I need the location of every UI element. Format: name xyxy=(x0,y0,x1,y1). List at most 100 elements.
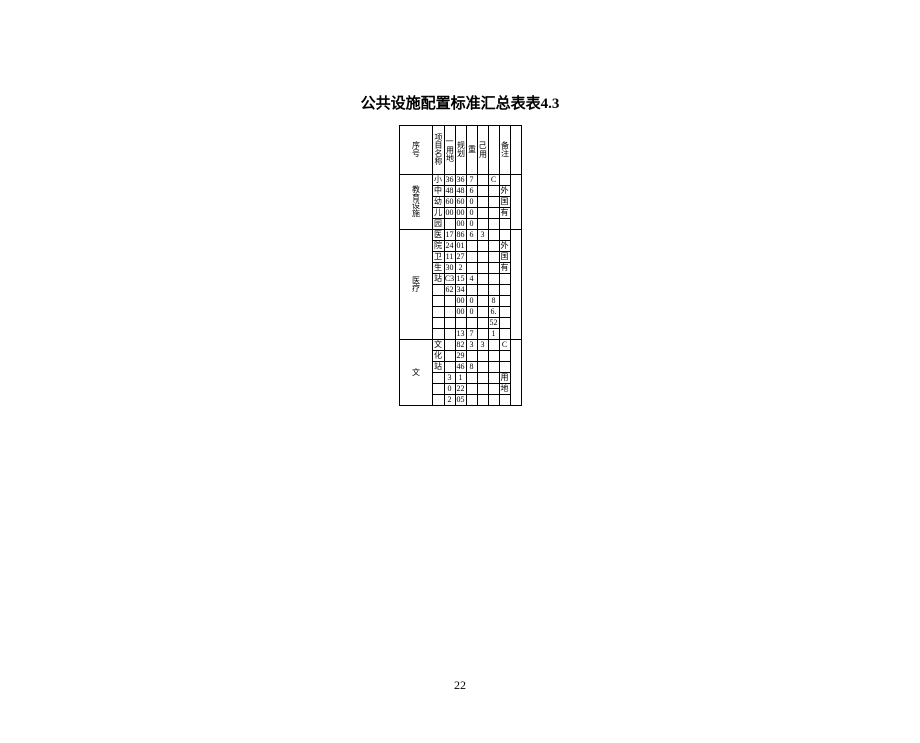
cell: 医 xyxy=(432,230,444,241)
cell: 卫 xyxy=(432,252,444,263)
cell xyxy=(477,219,488,230)
cell xyxy=(499,351,510,362)
cell xyxy=(477,186,488,197)
cell xyxy=(477,362,488,373)
cell: 国 xyxy=(499,197,510,208)
cell xyxy=(488,395,499,406)
cell: 00 xyxy=(455,307,466,318)
cell: 中 xyxy=(432,186,444,197)
cell: 8 xyxy=(488,296,499,307)
cell: 站 xyxy=(432,274,444,285)
cell: 3 xyxy=(466,340,477,351)
cell: 6 xyxy=(466,230,477,241)
header-c5: 重 xyxy=(466,126,477,175)
cell xyxy=(477,197,488,208)
cell xyxy=(488,186,499,197)
cell xyxy=(499,175,510,186)
cell xyxy=(477,307,488,318)
cell xyxy=(432,329,444,340)
cell: 86 xyxy=(455,230,466,241)
cell: 3 xyxy=(477,340,488,351)
table-row: 医疗 医 17 86 6 3 xyxy=(399,230,521,241)
cell: 00 xyxy=(455,208,466,219)
summary-table: 序号 项目名称 一用地 规划 重 己用 备注 教育设施 小 36 36 7 C … xyxy=(399,125,522,406)
cell: 15 xyxy=(455,274,466,285)
cell: 2 xyxy=(444,395,455,406)
cell xyxy=(444,307,455,318)
header-seq: 序号 xyxy=(399,126,432,175)
cell: C3 xyxy=(444,274,455,285)
cell xyxy=(477,274,488,285)
cell: 00 xyxy=(444,208,455,219)
cell: 6. xyxy=(488,307,499,318)
cell xyxy=(466,373,477,384)
cell: 29 xyxy=(455,351,466,362)
cell: 用 xyxy=(499,373,510,384)
cell xyxy=(477,208,488,219)
cell: C xyxy=(499,340,510,351)
cell xyxy=(444,362,455,373)
cell: 1 xyxy=(488,329,499,340)
cell: 7 xyxy=(466,329,477,340)
cell: 82 xyxy=(455,340,466,351)
header-name: 项目名称 xyxy=(432,126,444,175)
cell: 7 xyxy=(466,175,477,186)
cell xyxy=(477,384,488,395)
cell xyxy=(510,340,521,406)
cell xyxy=(499,362,510,373)
cell xyxy=(499,219,510,230)
cell xyxy=(510,230,521,340)
cell: 有 xyxy=(499,208,510,219)
cell: 外 xyxy=(499,186,510,197)
cell xyxy=(510,175,521,230)
cell xyxy=(466,318,477,329)
header-c6: 己用 xyxy=(477,126,488,175)
cell: 62 xyxy=(444,285,455,296)
cell: 0 xyxy=(466,307,477,318)
table-container: 序号 项目名称 一用地 规划 重 己用 备注 教育设施 小 36 36 7 C … xyxy=(0,125,920,406)
group3-seq: 文 xyxy=(399,340,432,406)
cell: 儿 xyxy=(432,208,444,219)
cell xyxy=(432,373,444,384)
cell xyxy=(499,395,510,406)
cell: 22 xyxy=(455,384,466,395)
cell xyxy=(477,252,488,263)
header-c9 xyxy=(510,126,521,175)
cell: 52 xyxy=(488,318,499,329)
cell xyxy=(499,285,510,296)
cell: 0 xyxy=(466,197,477,208)
cell: 外 xyxy=(499,241,510,252)
table-row: 教育设施 小 36 36 7 C xyxy=(399,175,521,186)
cell: 13 xyxy=(455,329,466,340)
cell: 1 xyxy=(455,373,466,384)
cell xyxy=(477,351,488,362)
header-c8: 备注 xyxy=(499,126,510,175)
cell xyxy=(499,296,510,307)
cell xyxy=(488,197,499,208)
cell xyxy=(488,373,499,384)
cell: 生 xyxy=(432,263,444,274)
cell xyxy=(488,384,499,395)
cell: 3 xyxy=(477,230,488,241)
cell xyxy=(444,296,455,307)
cell xyxy=(432,285,444,296)
cell xyxy=(444,329,455,340)
group2-seq: 医疗 xyxy=(399,230,432,340)
cell xyxy=(488,230,499,241)
cell: 60 xyxy=(455,197,466,208)
cell: 17 xyxy=(444,230,455,241)
cell: 2 xyxy=(455,263,466,274)
cell: 化 xyxy=(432,351,444,362)
header-row: 序号 项目名称 一用地 规划 重 己用 备注 xyxy=(399,126,521,175)
cell: 0 xyxy=(466,219,477,230)
cell xyxy=(444,219,455,230)
cell: 幼 xyxy=(432,197,444,208)
page-number: 22 xyxy=(0,678,920,693)
cell xyxy=(477,318,488,329)
cell xyxy=(444,351,455,362)
cell: 有 xyxy=(499,263,510,274)
cell: 60 xyxy=(444,197,455,208)
header-c4: 规划 xyxy=(455,126,466,175)
cell xyxy=(488,263,499,274)
cell: 27 xyxy=(455,252,466,263)
